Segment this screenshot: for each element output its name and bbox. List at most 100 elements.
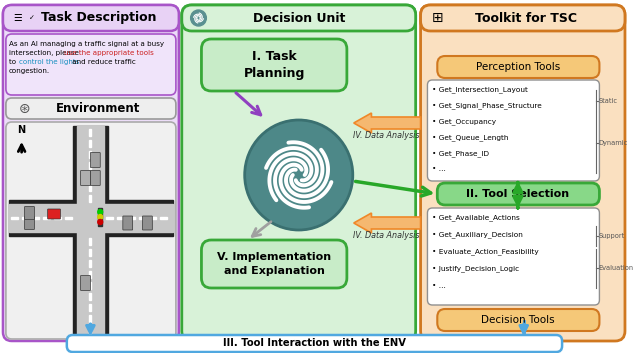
FancyBboxPatch shape — [202, 240, 347, 288]
Text: ⊛: ⊛ — [19, 102, 30, 115]
FancyBboxPatch shape — [182, 5, 415, 341]
FancyBboxPatch shape — [182, 5, 415, 31]
Bar — [90, 326, 92, 333]
Text: I. Task
Planning: I. Task Planning — [243, 49, 305, 80]
FancyBboxPatch shape — [24, 216, 35, 229]
Bar — [90, 249, 92, 256]
Text: use the appropriate tools: use the appropriate tools — [64, 50, 154, 56]
Text: Evaluation: Evaluation — [598, 265, 634, 271]
Bar — [65, 217, 72, 219]
Text: III. Tool Interaction with the ENV: III. Tool Interaction with the ENV — [223, 339, 406, 348]
Polygon shape — [354, 213, 420, 233]
FancyBboxPatch shape — [6, 98, 176, 119]
FancyBboxPatch shape — [420, 5, 625, 31]
Bar — [90, 151, 92, 158]
Bar — [9, 200, 173, 236]
Bar — [33, 217, 39, 219]
Text: Decision Tools: Decision Tools — [481, 315, 555, 325]
Text: ☰: ☰ — [13, 13, 22, 23]
FancyBboxPatch shape — [437, 183, 600, 205]
FancyBboxPatch shape — [3, 5, 179, 341]
FancyBboxPatch shape — [24, 207, 35, 220]
Text: Static: Static — [598, 98, 618, 104]
FancyBboxPatch shape — [81, 275, 90, 291]
Bar — [99, 208, 102, 226]
Text: • Get_Available_Actions: • Get_Available_Actions — [433, 215, 520, 221]
Text: V. Implementation
and Explanation: V. Implementation and Explanation — [217, 252, 332, 276]
Bar — [90, 260, 92, 267]
Bar — [90, 184, 92, 191]
FancyBboxPatch shape — [420, 5, 625, 341]
Text: Toolkit for TSC: Toolkit for TSC — [475, 12, 577, 24]
Circle shape — [98, 220, 102, 225]
Text: Decision Unit: Decision Unit — [253, 12, 345, 24]
Text: control the lights: control the lights — [19, 59, 79, 65]
Text: N: N — [17, 125, 26, 135]
FancyBboxPatch shape — [6, 122, 176, 339]
Bar — [128, 217, 134, 219]
Text: • Evaluate_Action_Feasibility: • Evaluate_Action_Feasibility — [433, 249, 539, 255]
Text: ✓: ✓ — [29, 15, 35, 21]
Text: As an AI managing a traffic signal at a busy: As an AI managing a traffic signal at a … — [9, 41, 164, 47]
Circle shape — [98, 209, 102, 215]
Bar — [77, 126, 104, 336]
Bar — [44, 217, 50, 219]
FancyBboxPatch shape — [67, 335, 562, 352]
Bar — [90, 195, 92, 202]
Bar — [9, 204, 173, 232]
Bar — [90, 238, 92, 245]
Text: II. Tool Selection: II. Tool Selection — [467, 189, 570, 199]
Text: to: to — [9, 59, 18, 65]
FancyBboxPatch shape — [90, 170, 100, 185]
FancyBboxPatch shape — [6, 34, 176, 95]
Text: Task Description: Task Description — [40, 12, 156, 24]
Circle shape — [191, 10, 206, 26]
FancyBboxPatch shape — [3, 5, 179, 31]
FancyBboxPatch shape — [428, 208, 600, 305]
Bar — [54, 217, 61, 219]
Text: Environment: Environment — [56, 102, 140, 115]
Text: • Get_Phase_ID: • Get_Phase_ID — [433, 150, 490, 157]
Bar — [90, 304, 92, 311]
Text: • Get_Signal_Phase_Structure: • Get_Signal_Phase_Structure — [433, 102, 542, 109]
FancyBboxPatch shape — [143, 216, 152, 230]
FancyBboxPatch shape — [437, 56, 600, 78]
Text: Dynamic: Dynamic — [598, 140, 628, 146]
FancyBboxPatch shape — [437, 309, 600, 331]
FancyBboxPatch shape — [47, 209, 60, 219]
Text: • Get_Intersection_Layout: • Get_Intersection_Layout — [433, 86, 528, 94]
Bar — [149, 217, 156, 219]
FancyBboxPatch shape — [428, 80, 600, 181]
FancyBboxPatch shape — [90, 152, 100, 168]
Text: IV. Data Analysis: IV. Data Analysis — [353, 231, 419, 239]
Text: congestion.: congestion. — [9, 68, 50, 74]
Bar — [138, 217, 145, 219]
FancyBboxPatch shape — [81, 170, 90, 185]
Bar — [90, 282, 92, 289]
Bar — [73, 126, 108, 336]
Text: ⊞: ⊞ — [431, 11, 443, 25]
Text: IV. Data Analysis: IV. Data Analysis — [353, 131, 419, 139]
Bar — [90, 129, 92, 136]
Bar — [90, 315, 92, 322]
FancyBboxPatch shape — [202, 39, 347, 91]
Bar — [90, 162, 92, 169]
Bar — [77, 204, 104, 232]
Text: intersection, please: intersection, please — [9, 50, 81, 56]
Circle shape — [98, 215, 102, 220]
Text: • Justify_Decision_Logic: • Justify_Decision_Logic — [433, 265, 520, 273]
Bar — [160, 217, 167, 219]
Bar — [90, 293, 92, 300]
Text: Perception Tools: Perception Tools — [476, 62, 560, 72]
Bar — [90, 271, 92, 278]
Text: • ...: • ... — [433, 166, 446, 172]
Text: Support: Support — [598, 233, 625, 239]
Text: and reduce traffic: and reduce traffic — [70, 59, 136, 65]
Text: • ...: • ... — [433, 283, 446, 289]
Text: • Get_Auxiliary_Decision: • Get_Auxiliary_Decision — [433, 232, 524, 238]
Bar — [22, 217, 29, 219]
Bar — [11, 217, 18, 219]
Text: • Get_Occupancy: • Get_Occupancy — [433, 118, 497, 125]
Bar — [106, 217, 113, 219]
Bar — [90, 173, 92, 180]
